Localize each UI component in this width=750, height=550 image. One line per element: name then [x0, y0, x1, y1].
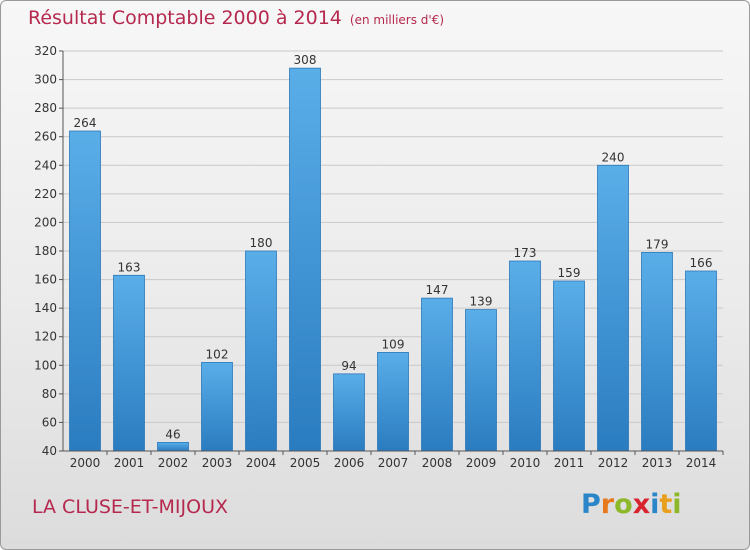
- x-tick-label: 2012: [598, 456, 629, 470]
- title-row: Résultat Comptable 2000 à 2014 (en millie…: [28, 7, 444, 29]
- y-tick-label: 160: [34, 273, 57, 287]
- bar: [69, 130, 101, 452]
- y-tick-label: 280: [34, 101, 57, 115]
- bar: [509, 260, 541, 452]
- bar: [201, 362, 233, 452]
- bar-value-label: 180: [250, 236, 273, 250]
- y-tick-label: 260: [34, 130, 57, 144]
- bar: [421, 297, 453, 452]
- y-tick-label: 140: [34, 301, 57, 315]
- bar: [245, 250, 277, 452]
- y-tick-label: 300: [34, 73, 57, 87]
- brand-letter: r: [600, 489, 615, 520]
- brand-logo: Proxiti: [581, 489, 682, 520]
- bar: [685, 270, 717, 452]
- bars-layer: 264 163 46 102 180 308 94 109 147 139 173 159 240 179…: [69, 53, 717, 452]
- bar: [113, 274, 145, 452]
- y-tick-label: 120: [34, 330, 57, 344]
- x-tick-label: 2002: [158, 456, 189, 470]
- x-tick-label: 2007: [378, 456, 409, 470]
- brand-letter: i: [650, 489, 660, 520]
- bar: [377, 352, 409, 452]
- y-tick-label: 60: [42, 415, 57, 429]
- y-tick-label: 80: [42, 387, 57, 401]
- bar-value-label: 166: [690, 256, 713, 270]
- bar-value-label: 308: [294, 53, 317, 67]
- x-tick-label: 2013: [642, 456, 673, 470]
- bar-value-label: 179: [646, 237, 669, 251]
- bar: [597, 164, 629, 452]
- bar-value-label: 109: [382, 337, 405, 351]
- y-tick-label: 320: [34, 44, 57, 58]
- x-tick-label: 2001: [114, 456, 145, 470]
- brand-letter: o: [614, 489, 633, 520]
- brand-letter: P: [581, 489, 601, 520]
- bar-value-label: 264: [74, 116, 97, 130]
- bar: [641, 252, 673, 452]
- bar-value-label: 159: [558, 266, 581, 280]
- bar: [289, 67, 321, 452]
- bar: [333, 373, 365, 452]
- bar: [553, 280, 585, 452]
- y-tick-label: 220: [34, 187, 57, 201]
- bar-value-label: 173: [514, 246, 537, 260]
- bar-value-label: 102: [206, 347, 229, 361]
- bar-value-label: 94: [341, 359, 356, 373]
- x-tick-label: 2005: [290, 456, 321, 470]
- bar-value-label: 147: [426, 283, 449, 297]
- bar-value-label: 46: [165, 427, 180, 441]
- y-tick-label: 240: [34, 158, 57, 172]
- bar-value-label: 240: [602, 150, 625, 164]
- chart-title: Résultat Comptable 2000 à 2014: [28, 7, 342, 29]
- brand-letter: t: [659, 489, 673, 520]
- bar: [157, 442, 189, 452]
- x-tick-label: 2000: [70, 456, 101, 470]
- y-tick-label: 40: [42, 444, 57, 458]
- chart-unit: (en milliers d'€): [349, 13, 445, 27]
- y-tick-label: 180: [34, 244, 57, 258]
- brand-letter: x: [632, 489, 651, 520]
- x-tick-label: 2014: [686, 456, 717, 470]
- y-tick-label: 200: [34, 215, 57, 229]
- x-tick-label: 2010: [510, 456, 541, 470]
- axis-layer: 40 60 80 100 120 140 160 180 200 220 240 260 280 300 3…: [34, 44, 724, 470]
- x-tick-label: 2011: [554, 456, 585, 470]
- x-tick-label: 2008: [422, 456, 453, 470]
- bar-value-label: 163: [118, 260, 141, 274]
- bar-value-label: 139: [470, 295, 493, 309]
- x-tick-label: 2003: [202, 456, 233, 470]
- y-tick-label: 100: [34, 358, 57, 372]
- x-tick-label: 2009: [466, 456, 497, 470]
- x-tick-label: 2004: [246, 456, 277, 470]
- bar: [465, 309, 497, 452]
- brand-letter: i: [672, 489, 682, 520]
- place-name: LA CLUSE-ET-MIJOUX: [32, 496, 228, 518]
- x-tick-label: 2006: [334, 456, 365, 470]
